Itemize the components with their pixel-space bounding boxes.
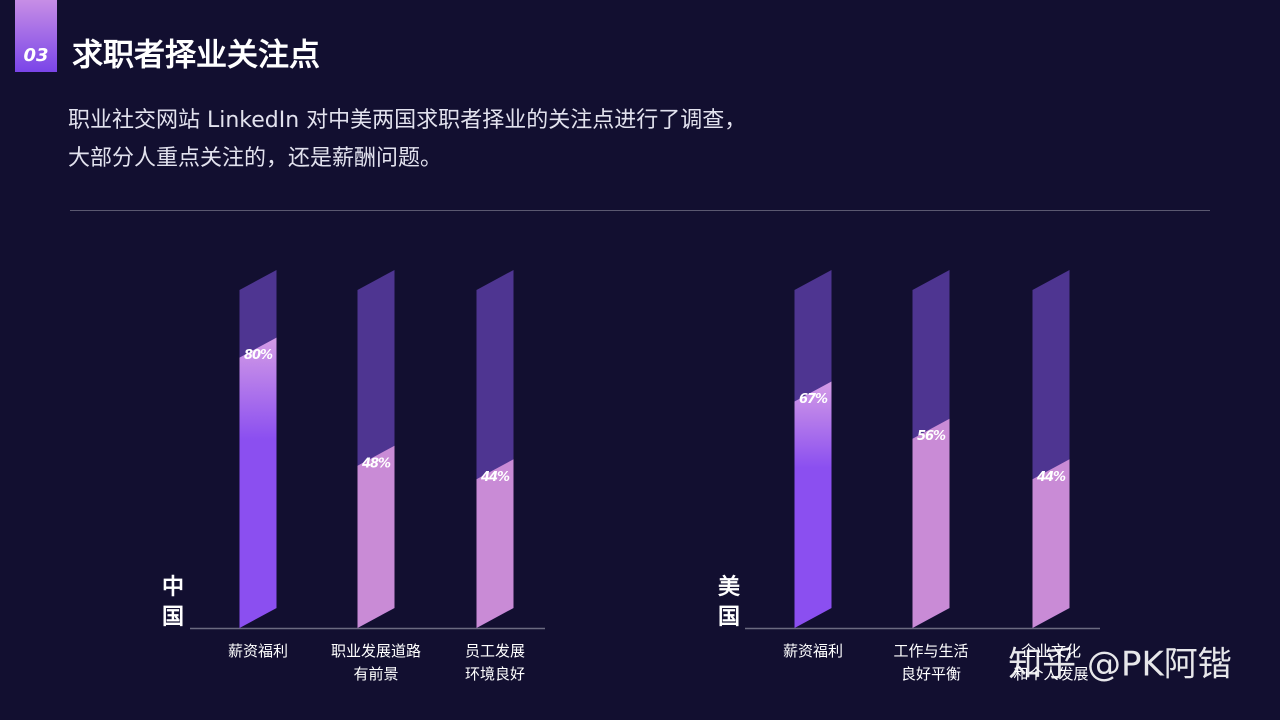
bar [1032,459,1070,628]
value-label: 44% [480,470,510,485]
bar [912,418,950,628]
title: 求职者择业关注点 [72,38,320,74]
description: 职业社交网站 LinkedIn 对中美两国求职者择业的关注点进行了调查， [68,108,746,133]
value-label: 44% [1036,470,1066,485]
x-tick-label: 薪资福利 [228,642,288,660]
x-tick-label: 职业发展道路有前景 [331,642,421,683]
description: 大部分人重点关注的，还是薪酬问题。 [68,146,442,171]
watermark: 知乎 @PK阿锴 [1008,645,1232,685]
bar [239,337,277,628]
bar [794,381,832,628]
bar [476,459,514,628]
number-box [15,0,57,72]
x-tick-label: 工作与生活良好平衡 [893,642,968,683]
value-label: 56% [917,429,946,444]
country-label: 中国 [162,575,184,630]
country-label: 美国 [718,574,741,630]
x-tick-label: 薪资福利 [783,642,843,660]
value-label: 48% [361,456,391,471]
value-label: 80% [244,348,273,363]
section-number: 03 [23,45,48,66]
bar [357,445,395,628]
value-label: 67% [799,392,828,407]
x-tick-label: 企业文化和个人发展 [1013,642,1088,683]
x-tick-label: 员工发展环境良好 [465,642,525,683]
